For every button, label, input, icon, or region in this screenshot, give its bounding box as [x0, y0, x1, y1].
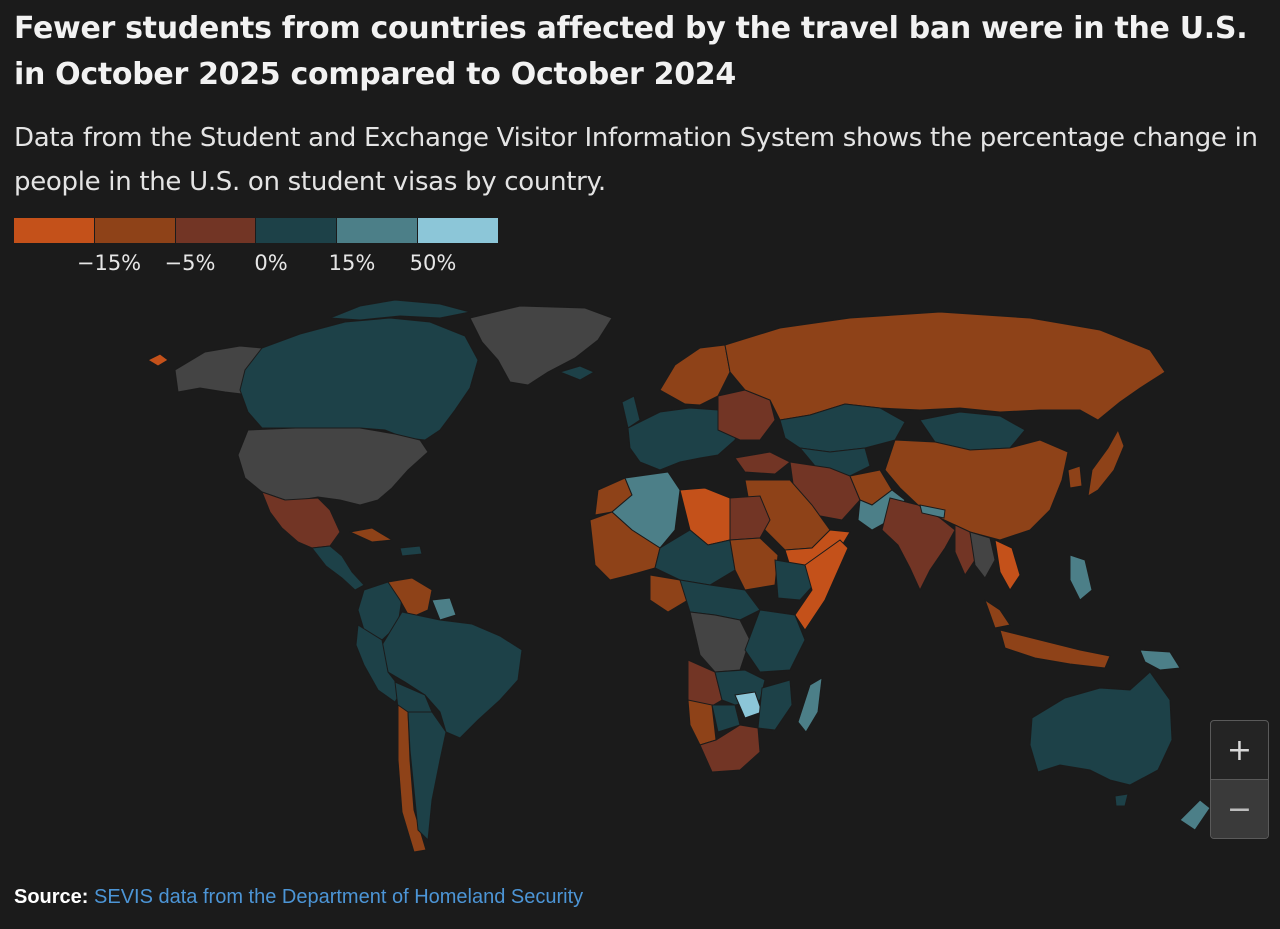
country-malaysia[interactable] — [984, 598, 1011, 629]
legend-swatch-2 — [94, 218, 175, 243]
country-brazil[interactable] — [381, 611, 523, 739]
zoom-in-button[interactable]: + — [1211, 721, 1268, 780]
source-link[interactable]: SEVIS data from the Department of Homela… — [94, 886, 584, 908]
country-south-africa[interactable] — [699, 724, 761, 773]
country-canada[interactable] — [239, 317, 479, 441]
country-vietnam[interactable] — [994, 539, 1021, 591]
country-tasmania[interactable] — [1114, 793, 1129, 807]
legend-swatch-4 — [256, 218, 337, 243]
country-nigeria[interactable] — [649, 574, 689, 613]
country-south-korea[interactable] — [1067, 465, 1083, 489]
legend-swatches — [14, 218, 499, 243]
country-guyana[interactable] — [431, 597, 457, 621]
legend-swatch-3 — [175, 218, 256, 243]
country-greenland[interactable] — [469, 305, 613, 386]
country-mexico[interactable] — [261, 491, 341, 549]
country-papua-new-guinea[interactable] — [1139, 649, 1181, 671]
chart-subtitle: Data from the Student and Exchange Visit… — [14, 123, 1258, 197]
country-peru[interactable] — [355, 624, 403, 703]
legend-tick-1: −15% — [76, 251, 142, 275]
country-madagascar[interactable] — [797, 677, 823, 733]
legend-swatch-6 — [418, 218, 498, 243]
country-indonesia[interactable] — [999, 629, 1111, 669]
country-thailand[interactable] — [969, 531, 996, 579]
legend-tick-3: 0% — [254, 251, 288, 275]
country-egypt[interactable] — [729, 495, 771, 541]
country-namibia[interactable] — [687, 699, 717, 746]
zoom-control: + − — [1210, 720, 1269, 839]
country-venezuela[interactable] — [387, 577, 433, 619]
legend-tick-4: 15% — [328, 251, 376, 275]
source-note: Source: SEVIS data from the Department o… — [14, 886, 583, 909]
country-kenya-tanzania[interactable] — [744, 609, 806, 673]
country-uk[interactable] — [621, 395, 641, 429]
color-legend: −15% −5% 0% 15% 50% — [14, 218, 499, 278]
country-myanmar[interactable] — [954, 524, 976, 577]
legend-tick-5: 50% — [409, 251, 457, 275]
country-canada-islands[interactable] — [329, 299, 471, 321]
legend-swatch-5 — [337, 218, 418, 243]
country-united-states[interactable] — [237, 427, 429, 506]
country-russia[interactable] — [724, 311, 1166, 421]
country-china[interactable] — [884, 439, 1069, 541]
region-central-america[interactable] — [311, 545, 365, 591]
source-label: Source: — [14, 886, 89, 908]
zoom-out-button[interactable]: − — [1211, 780, 1268, 838]
country-sudan[interactable] — [729, 537, 779, 591]
country-mozambique[interactable] — [757, 679, 793, 731]
country-turkey[interactable] — [734, 451, 791, 475]
legend-swatch-1 — [14, 218, 94, 243]
country-iceland[interactable] — [558, 365, 596, 381]
country-caribbean[interactable] — [399, 545, 423, 557]
country-somalia[interactable] — [794, 539, 849, 631]
country-argentina[interactable] — [407, 711, 447, 842]
country-japan[interactable] — [1087, 428, 1125, 497]
region-western-europe[interactable] — [627, 407, 741, 471]
country-australia[interactable] — [1029, 671, 1173, 786]
world-map[interactable] — [0, 290, 1280, 880]
country-drc[interactable] — [689, 611, 751, 673]
legend-labels: −15% −5% 0% 15% 50% — [14, 243, 499, 275]
chart-title: Fewer students from countries affected b… — [14, 11, 1248, 92]
country-nepal[interactable] — [919, 504, 946, 519]
country-alaska-islands[interactable] — [146, 353, 169, 367]
country-cuba[interactable] — [348, 527, 394, 543]
country-new-zealand[interactable] — [1179, 799, 1211, 831]
world-map-svg[interactable] — [0, 290, 1280, 880]
country-philippines[interactable] — [1069, 554, 1093, 601]
legend-tick-2: −5% — [164, 251, 216, 275]
